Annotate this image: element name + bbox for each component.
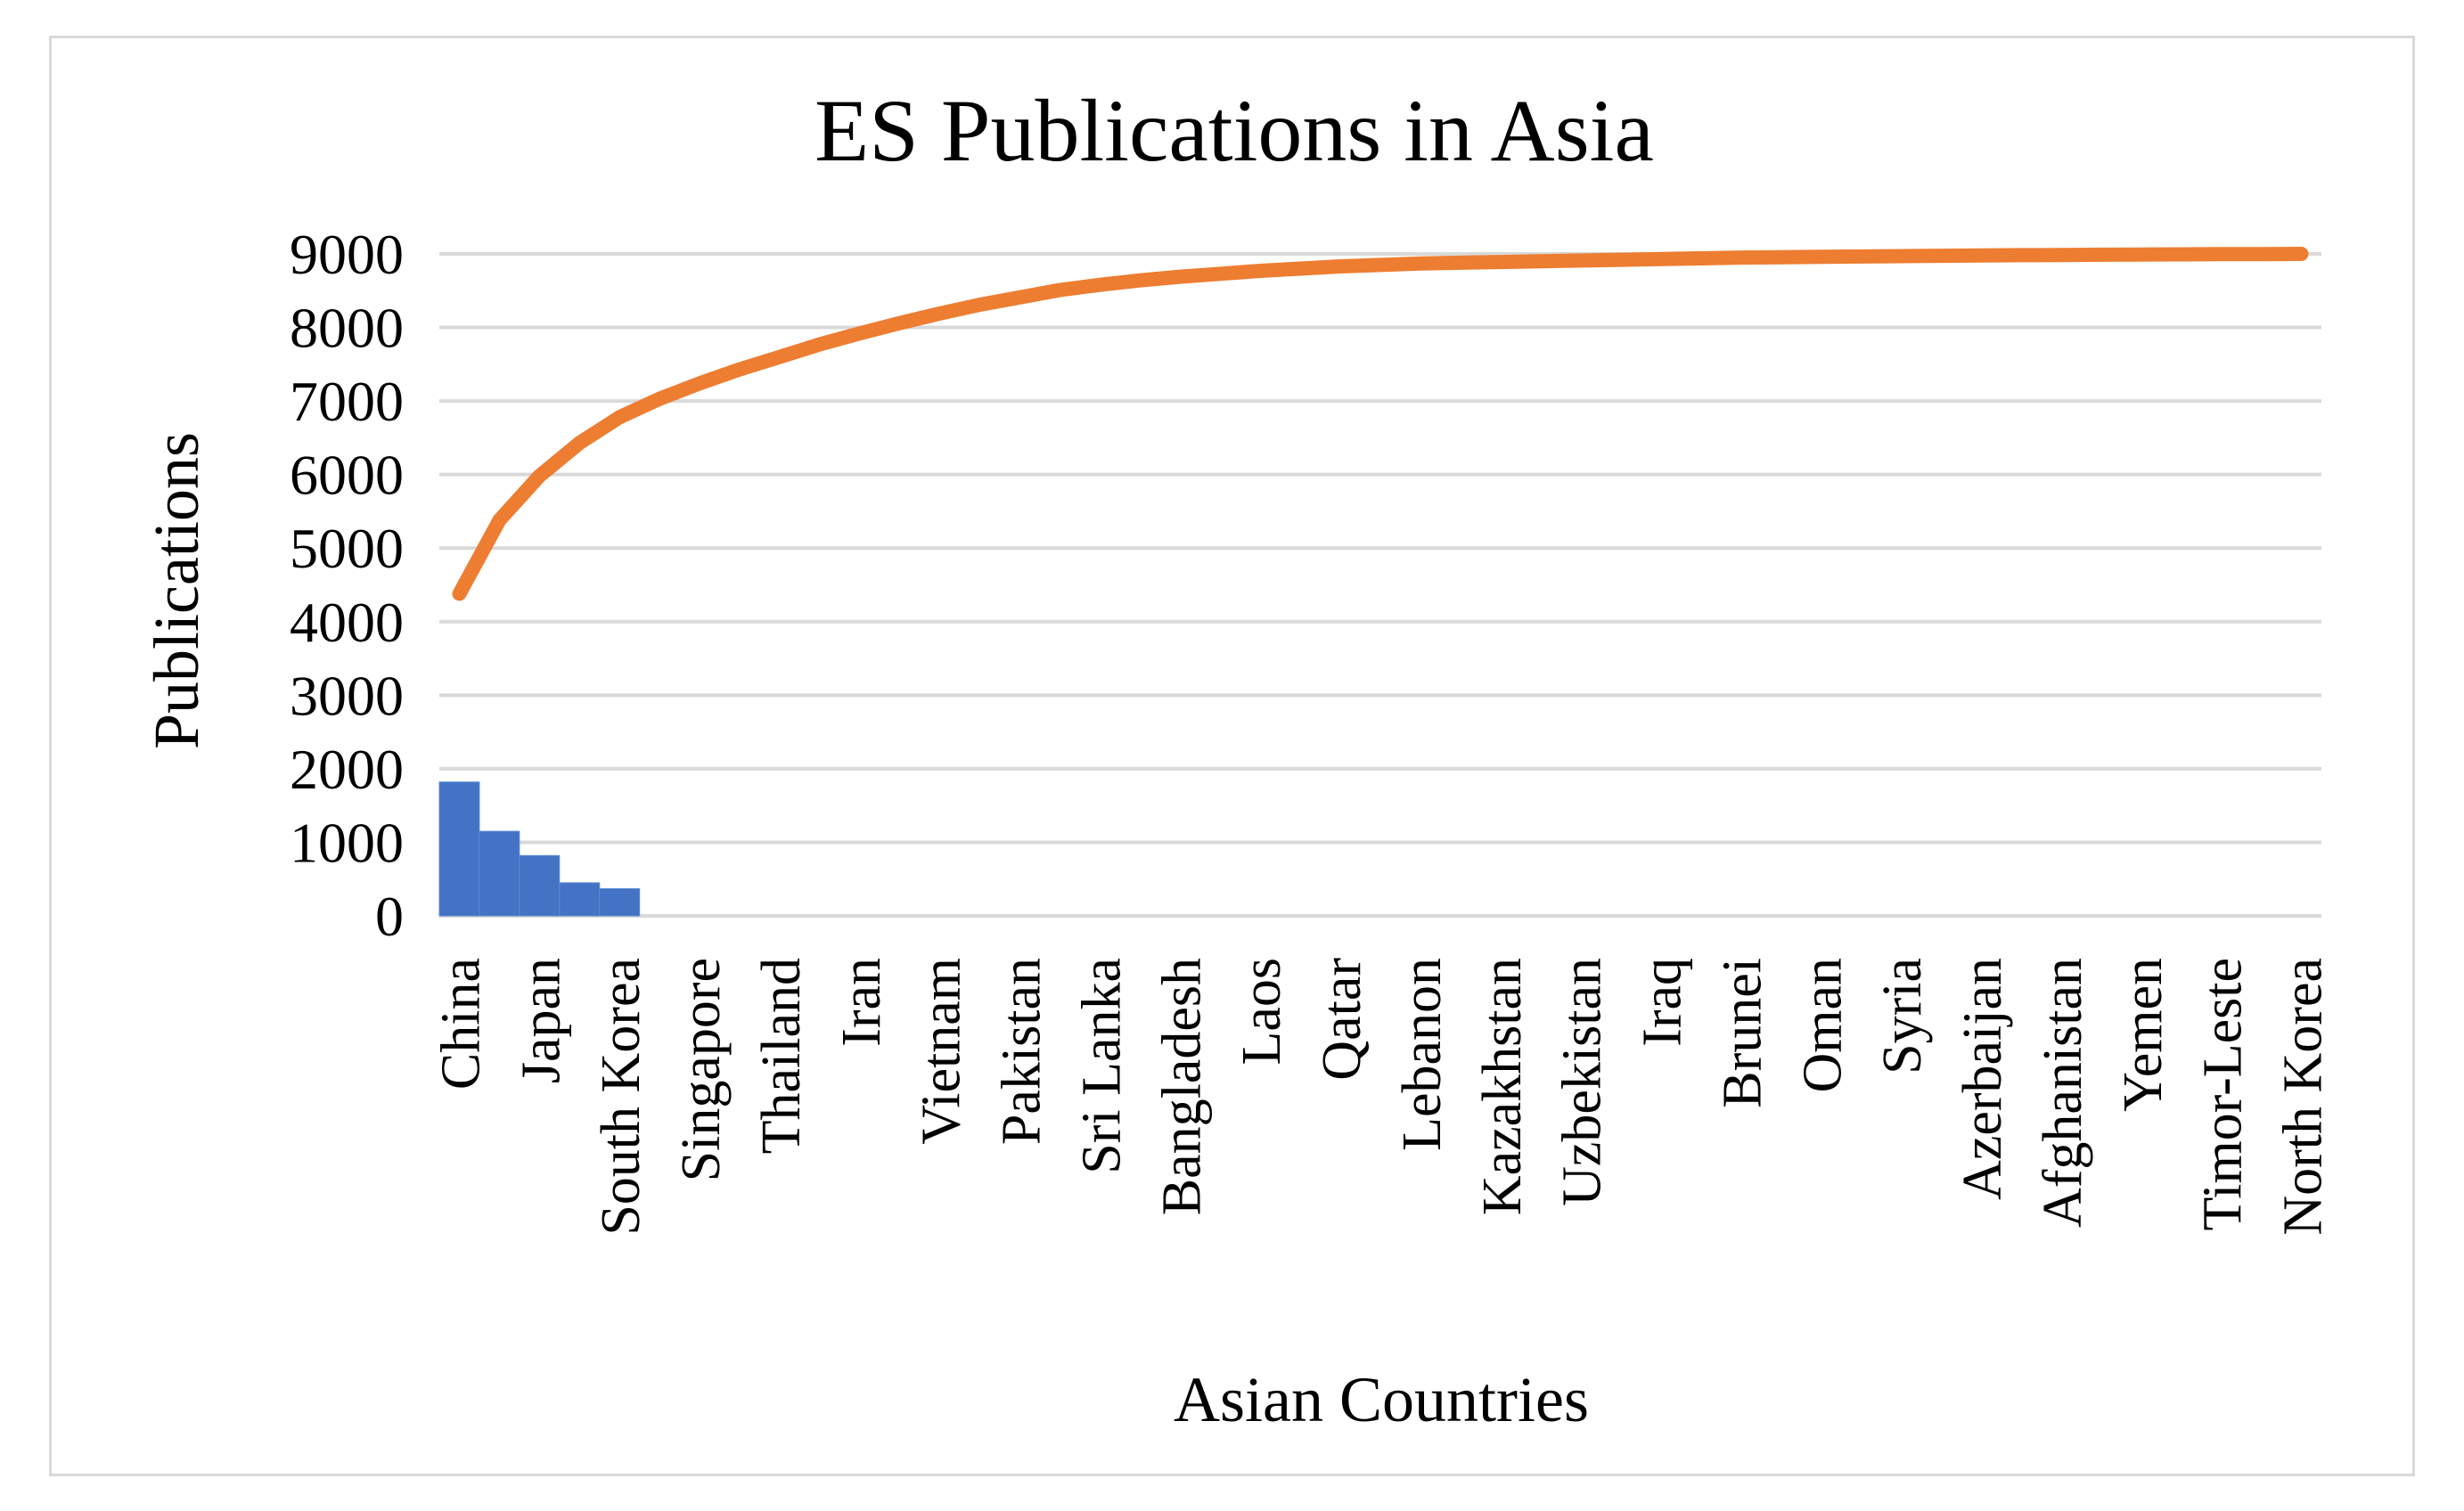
x-tick-label: South Korea — [591, 958, 651, 1236]
x-tick-label: Sri Lanka — [1071, 958, 1132, 1174]
x-tick-label: Laos — [1232, 958, 1292, 1066]
x-tick-label: Iran — [831, 958, 892, 1047]
y-axis-ticks: 0 1000 2000 3000 4000 5000 6000 7000 8000 9000 — [290, 223, 404, 948]
x-tick-label: Kazakhstan — [1472, 958, 1533, 1215]
bar — [438, 781, 480, 917]
bar — [519, 854, 561, 917]
chart-title: ES Publications in Asia — [815, 81, 1654, 180]
bar — [599, 887, 641, 917]
x-tick-label: Oman — [1792, 958, 1853, 1093]
x-axis-title: Asian Countries — [1174, 1364, 1589, 1435]
x-tick-label: Uzbekistan — [1552, 958, 1613, 1206]
y-tick-label: 1000 — [290, 811, 404, 874]
x-tick-label: Vietnam — [912, 958, 972, 1145]
x-tick-label: China — [431, 958, 492, 1090]
cumulative-line — [452, 247, 2309, 601]
bar — [479, 830, 520, 917]
y-tick-label: 2000 — [290, 738, 404, 801]
x-axis-ticks: China Japan South Korea Singapore Thailand Ir… — [431, 958, 2334, 1236]
y-tick-label: 3000 — [290, 664, 404, 727]
x-tick-label: North Korea — [2273, 958, 2334, 1236]
y-tick-label: 9000 — [290, 223, 404, 286]
x-tick-label: Bangladesh — [1151, 958, 1212, 1215]
bar — [559, 882, 601, 917]
y-tick-label: 6000 — [290, 444, 404, 507]
gridlines — [439, 252, 2321, 918]
line-series — [452, 247, 2309, 601]
x-tick-label: Iraq — [1633, 958, 1693, 1047]
y-axis-title: Publications — [141, 432, 212, 749]
y-tick-label: 5000 — [290, 517, 404, 580]
x-tick-label: Thailand — [751, 958, 812, 1154]
y-tick-label: 4000 — [290, 591, 404, 654]
x-tick-label: Qatar — [1312, 958, 1372, 1081]
x-tick-label: Japan — [511, 958, 571, 1083]
x-tick-label: Afghanistan — [2033, 958, 2093, 1228]
y-tick-label: 7000 — [290, 370, 404, 433]
y-tick-label: 0 — [375, 885, 404, 948]
x-tick-label: Timor-Leste — [2193, 958, 2254, 1230]
x-tick-label: Azerbaijan — [1952, 958, 2013, 1200]
x-tick-label: Yemen — [2113, 958, 2173, 1112]
x-tick-label: Lebanon — [1392, 958, 1453, 1151]
x-tick-label: Pakistan — [992, 958, 1052, 1145]
x-tick-label: Syria — [1872, 958, 1933, 1074]
bar-series — [438, 781, 641, 917]
x-tick-label: Singapore — [671, 958, 732, 1181]
y-tick-label: 8000 — [290, 297, 404, 360]
x-tick-label: Brunei — [1712, 958, 1772, 1108]
